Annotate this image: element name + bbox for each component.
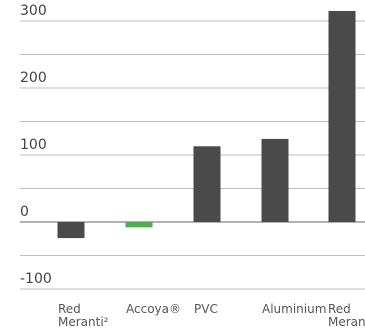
y-tick-label: 0 — [20, 204, 29, 220]
y-tick-labels: 300 200 100 0 -100 — [20, 3, 52, 287]
y-tick-label: 200 — [20, 70, 47, 86]
category-label: Accoya® — [126, 302, 181, 316]
y-tick-label: 300 — [20, 3, 47, 19]
y-tick-label: 100 — [20, 137, 47, 153]
bar — [261, 138, 289, 222]
grid-layer — [20, 20, 365, 290]
bar — [57, 222, 85, 239]
category-label: Red Meranti² — [58, 302, 109, 329]
bars — [57, 10, 356, 239]
bar — [125, 222, 153, 228]
y-tick-label: -100 — [20, 271, 52, 287]
category-label: Aluminium — [262, 302, 326, 316]
bar — [193, 146, 221, 222]
bar — [328, 10, 356, 223]
category-label: PVC — [194, 302, 218, 316]
